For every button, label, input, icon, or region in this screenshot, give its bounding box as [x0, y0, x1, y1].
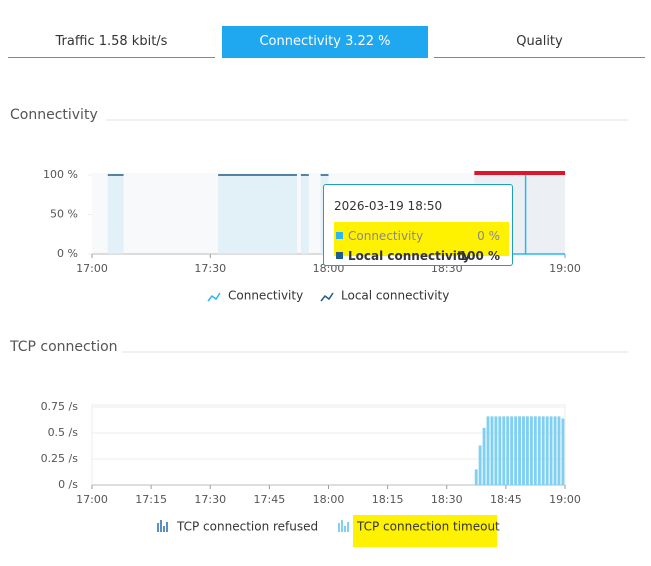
tab[interactable]: Quality — [434, 26, 645, 58]
bar — [529, 416, 533, 485]
bar — [541, 416, 545, 485]
bar — [553, 416, 557, 485]
unavailable-bar — [474, 171, 565, 175]
bar — [522, 416, 525, 485]
y-tick-label: 0.25 /s — [41, 452, 79, 465]
y-tick-label: 0 % — [57, 247, 78, 260]
tooltip-title: 2026-03-19 18:50 — [334, 199, 443, 213]
tooltip-label: Local connectivity — [348, 249, 471, 263]
plot-area — [91, 404, 566, 486]
bar — [502, 416, 506, 485]
chart-tcp: 0 /s 0.25 /s 0.5 /s 0.75 /s 17:00 17:15 17:30 1… — [41, 400, 581, 506]
legend-label[interactable]: Connectivity — [228, 289, 303, 303]
bar — [518, 416, 521, 485]
bar — [474, 469, 478, 485]
x-tick-label: 17:30 — [194, 262, 226, 275]
legend-label[interactable]: TCP connection refused — [176, 520, 318, 534]
x-tick-label: 19:00 — [549, 493, 581, 506]
tab[interactable]: Traffic 1.58 kbit/s — [8, 26, 215, 58]
bar — [482, 427, 486, 485]
x-tick-label: 17:45 — [254, 493, 286, 506]
highlight — [353, 515, 497, 547]
x-tick-label: 18:45 — [490, 493, 522, 506]
tooltip-row: Local connectivity 100 % — [336, 248, 506, 264]
y-tick-label: 0 /s — [58, 478, 78, 491]
x-tick-label: 18:30 — [431, 493, 463, 506]
tooltip: 2026-03-19 18:50 Connectivity 0 % Local c… — [323, 184, 513, 266]
x-tick-label: 17:00 — [76, 493, 108, 506]
bar — [537, 416, 541, 485]
bar — [549, 416, 553, 485]
bar — [514, 416, 518, 485]
tooltip-value: 100 % — [458, 249, 500, 263]
y-tick-label: 0.5 /s — [48, 426, 79, 439]
bar — [557, 416, 561, 485]
bar — [533, 416, 537, 485]
bar — [506, 416, 510, 485]
legend-icon — [157, 520, 168, 532]
y-tick-label: 50 % — [50, 208, 78, 221]
bar — [525, 416, 529, 485]
legend-label[interactable]: TCP connection timeout — [356, 520, 500, 534]
x-tick-label: 18:00 — [313, 493, 345, 506]
tooltip-value: 0 % — [477, 229, 500, 243]
bar — [490, 416, 494, 485]
section-title: Connectivity — [10, 107, 98, 123]
tooltip-row: Connectivity 0 % — [336, 228, 506, 244]
legend-icon — [338, 520, 349, 532]
x-tick-label: 17:30 — [194, 493, 226, 506]
bar — [494, 416, 498, 485]
x-tick-label: 19:00 — [549, 262, 581, 275]
y-tick-label: 100 % — [43, 168, 78, 181]
x-tick-label: 17:15 — [135, 493, 167, 506]
bar — [545, 416, 549, 485]
bar — [486, 416, 490, 485]
x-tick-label: 17:00 — [76, 262, 108, 275]
bar — [561, 418, 565, 485]
tab-active[interactable]: Connectivity 3.22 % — [222, 26, 428, 58]
section-title: TCP connection — [9, 339, 118, 355]
bar — [478, 445, 482, 485]
highlight — [334, 222, 509, 256]
bar — [510, 416, 514, 485]
legend-icon — [207, 292, 221, 302]
x-tick-label: 18:15 — [372, 493, 404, 506]
y-tick-label: 0.75 /s — [41, 400, 79, 413]
area-fill — [107, 175, 329, 254]
legend-label[interactable]: Local connectivity — [341, 289, 449, 303]
bar — [498, 416, 502, 485]
legend-icon — [320, 292, 334, 302]
tooltip-label: Connectivity — [348, 229, 424, 243]
